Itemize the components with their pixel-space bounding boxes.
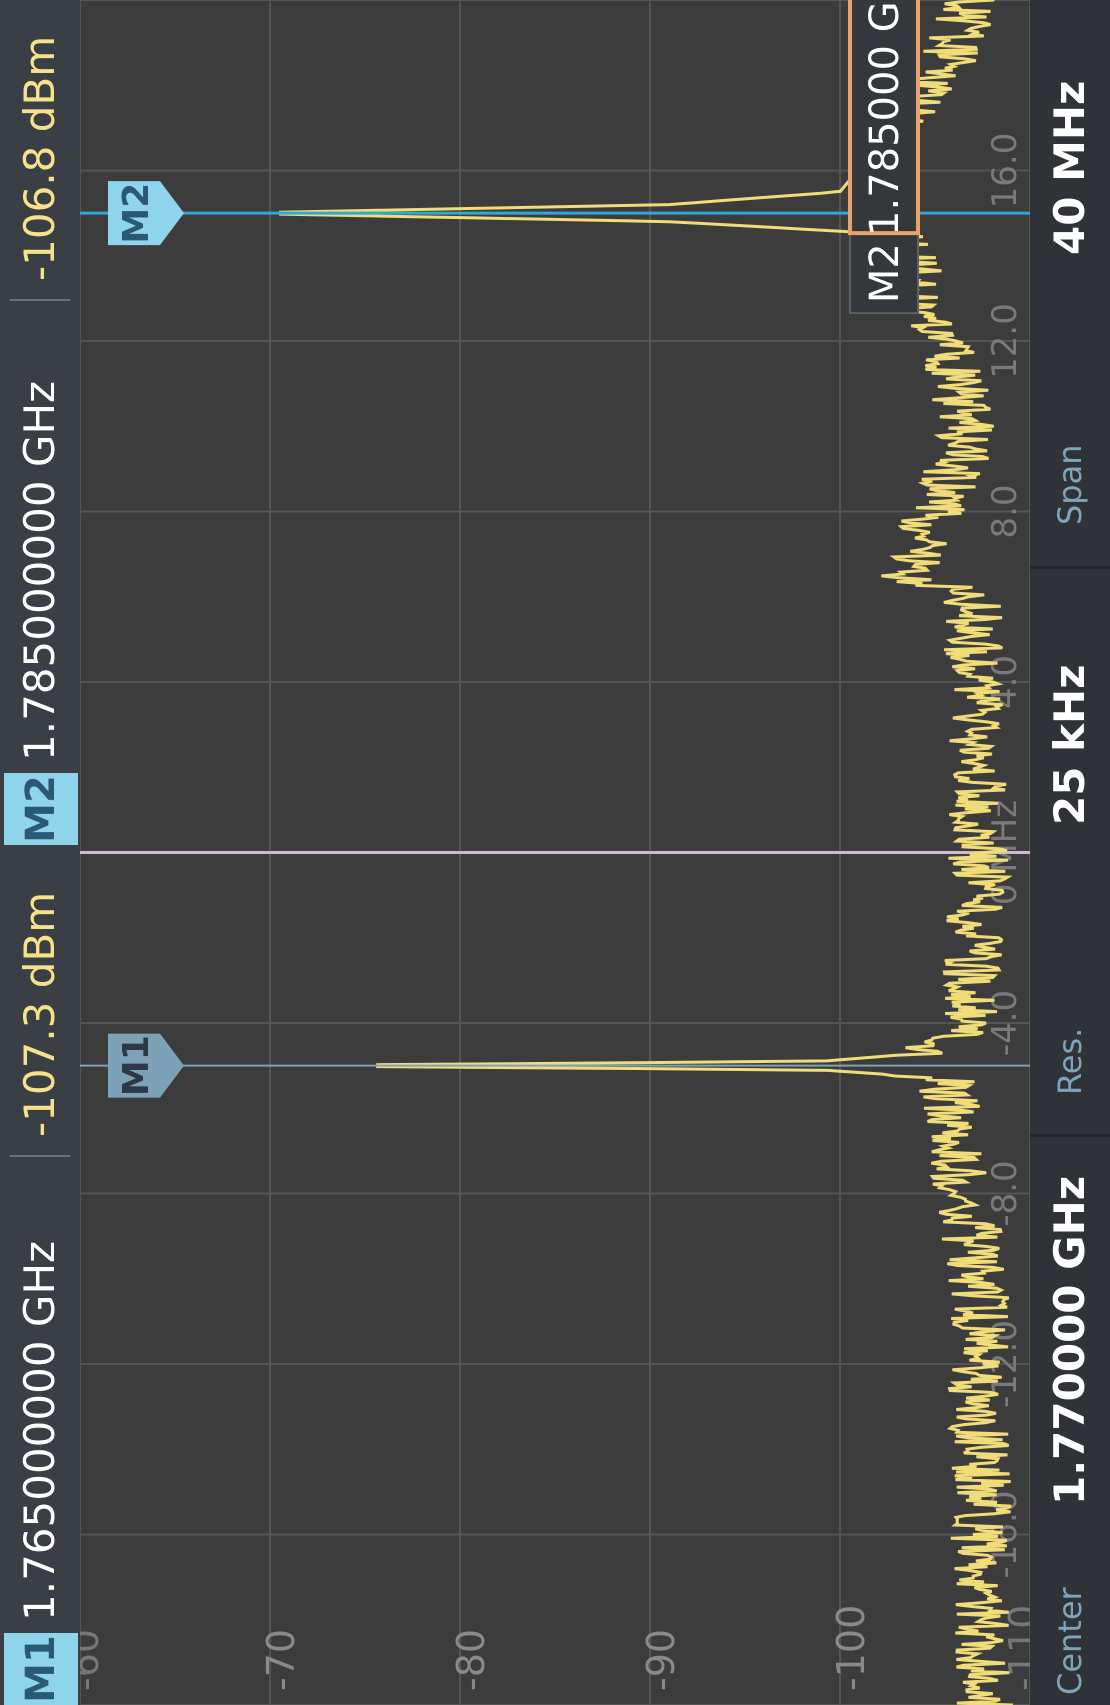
settings-divider-2 bbox=[1030, 566, 1110, 569]
marker-1-level: -107.3 dBm bbox=[15, 891, 64, 1137]
y-tick-label: -90 bbox=[639, 1629, 683, 1691]
y-axis-ticks: -70 -80 -90 -100 -60 -110 bbox=[80, 1605, 1030, 1691]
marker-1-tag[interactable]: M1 bbox=[4, 1633, 78, 1705]
x-tick-label: 16.0 bbox=[985, 133, 1025, 209]
marker-1-flag[interactable]: M1 bbox=[108, 1033, 184, 1098]
span-value: 40 MHz bbox=[1045, 80, 1094, 255]
marker-2-level: -106.8 dBm bbox=[15, 35, 64, 281]
marker-2-flag-label: M2 bbox=[116, 183, 157, 244]
marker-1-frequency: 1.765000000 GHz bbox=[15, 1240, 64, 1621]
active-marker-readout[interactable]: M2 1.785000 GHz bbox=[848, 0, 920, 315]
y-tick-label-bottom: -110 bbox=[1001, 1605, 1030, 1691]
marker-2-flag[interactable]: M2 bbox=[108, 181, 184, 246]
marker-1-separator bbox=[10, 1155, 70, 1157]
marker-1-flag-label: M1 bbox=[116, 1035, 157, 1096]
settings-bar: Center 1.770000 GHz Res. 25 kHz Span 40 … bbox=[1030, 0, 1110, 1705]
span-label: Span bbox=[1051, 444, 1089, 525]
y-tick-label: -100 bbox=[829, 1605, 873, 1691]
y-tick-label-top: -60 bbox=[80, 1629, 107, 1691]
marker-2-separator bbox=[10, 299, 70, 301]
resolution-value: 25 kHz bbox=[1045, 664, 1094, 825]
active-marker-name: M2 bbox=[862, 243, 908, 303]
spectrum-trace bbox=[279, 0, 1013, 1705]
y-tick-label: -70 bbox=[259, 1629, 303, 1691]
spectrum-plot[interactable]: -70 -80 -90 -100 -60 -110 -16.0 -12.0 -8.0 -4.0 0… bbox=[80, 0, 1030, 1705]
resolution-label: Res. bbox=[1051, 1027, 1089, 1095]
active-marker-value: 1.785000 GHz bbox=[862, 0, 908, 236]
x-tick-label: 12.0 bbox=[985, 303, 1025, 379]
spectrum-plot-svg: -70 -80 -90 -100-60 -110 -16.0-12.0-8.0-4.00… bbox=[80, 0, 1030, 1705]
x-tick-label: -8.0 bbox=[985, 1160, 1025, 1226]
marker-2-frequency: 1.785000000 GHz bbox=[15, 380, 64, 761]
settings-divider-1 bbox=[1030, 1134, 1110, 1137]
y-tick-label: -80 bbox=[449, 1629, 493, 1691]
marker-2-tag[interactable]: M2 bbox=[4, 773, 78, 845]
center-label: Center bbox=[1051, 1587, 1089, 1695]
x-tick-label: 8.0 bbox=[985, 484, 1025, 538]
center-value: 1.770000 GHz bbox=[1045, 1175, 1094, 1505]
marker-readout-bar: M1 1.765000000 GHz -107.3 dBm M2 1.78500… bbox=[0, 0, 80, 1705]
